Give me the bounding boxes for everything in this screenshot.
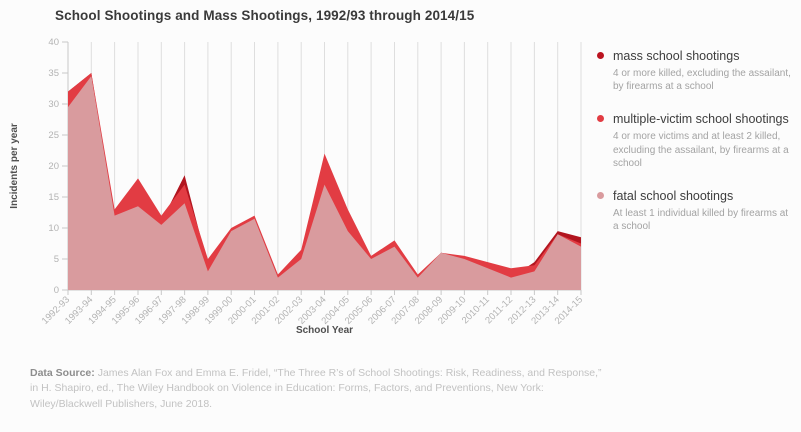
svg-text:25: 25	[48, 130, 59, 141]
svg-text:40: 40	[48, 37, 59, 48]
svg-text:0: 0	[54, 285, 59, 296]
legend-item-description: At least 1 individual killed by firearms…	[613, 207, 789, 233]
chart-legend: mass school shootings 4 or more killed, …	[597, 47, 795, 233]
data-source-text: James Alan Fox and Emma E. Fridel, “The …	[30, 366, 602, 411]
data-source-label: Data Source:	[30, 366, 95, 379]
series-color-dot-icon	[597, 191, 604, 199]
series-area-multiple-victim	[68, 73, 581, 290]
svg-text:15: 15	[48, 192, 59, 203]
svg-text:10: 10	[48, 223, 59, 234]
x-axis-title: School Year	[296, 325, 353, 336]
page-title: School Shootings and Mass Shootings, 199…	[55, 8, 475, 23]
legend-item-description: 4 or more killed, excluding the assailan…	[613, 68, 791, 93]
x-axis: 1992-931993-941994-951995-961996-971997-…	[40, 290, 585, 327]
legend-item-label: fatal school shootings	[613, 188, 734, 203]
data-source: Data Source: James Alan Fox and Emma E. …	[30, 366, 602, 413]
legend-item-multiple-victim-school-shootings[interactable]: multiple-victim school shootings 4 or mo…	[597, 110, 795, 170]
svg-text:20: 20	[48, 161, 59, 172]
legend-item-fatal-school-shootings[interactable]: fatal school shootings At least 1 indivi…	[597, 187, 795, 233]
legend-item-mass-school-shootings[interactable]: mass school shootings 4 or more killed, …	[597, 47, 795, 93]
y-axis-title: Incidents per year	[9, 123, 20, 209]
legend-item-description: 4 or more victims and at least 2 killed,…	[613, 131, 789, 169]
series-color-dot-icon	[597, 52, 604, 59]
y-axis: 0 5 10 15 20 25 30 35 40	[48, 37, 68, 296]
svg-text:35: 35	[48, 68, 59, 79]
series-color-dot-icon	[597, 115, 604, 123]
legend-item-label: mass school shootings	[613, 49, 740, 63]
svg-text:5: 5	[54, 254, 59, 265]
series-area-fatal	[68, 76, 581, 290]
svg-text:30: 30	[48, 99, 59, 110]
legend-item-label: multiple-victim school shootings	[613, 112, 789, 127]
